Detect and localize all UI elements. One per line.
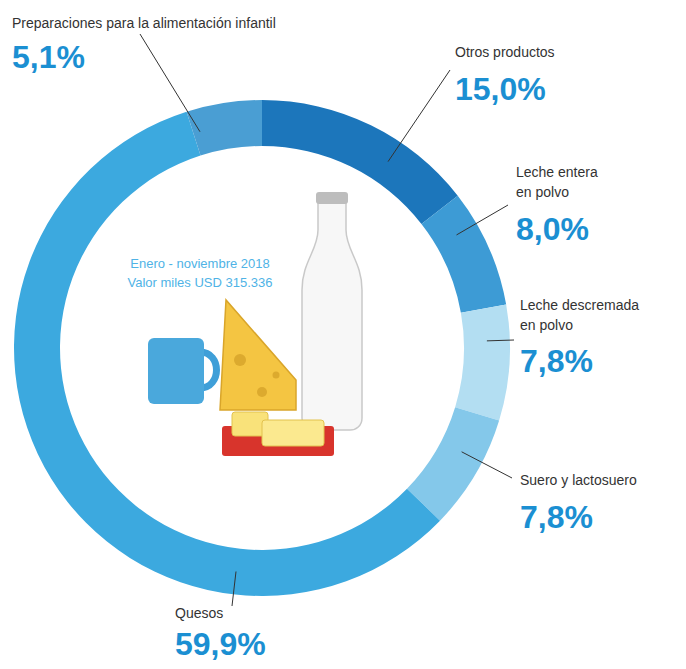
value-label: 15,0%: [455, 71, 546, 107]
illustration-shape: [316, 192, 348, 204]
value-label: 7,8%: [520, 343, 593, 379]
illustration-shape: [302, 200, 362, 430]
illustration-shape: [273, 372, 280, 379]
leader-line: [457, 205, 508, 235]
category-label: Otros productos: [455, 44, 555, 60]
leader-line: [462, 452, 512, 478]
value-label: 7,8%: [520, 499, 593, 535]
value-label: 59,9%: [175, 626, 266, 662]
category-label: Preparaciones para la alimentación infan…: [12, 15, 276, 31]
illustration: [148, 192, 362, 456]
annotation: Valor miles USD 315.336: [128, 275, 273, 290]
slice: [14, 112, 440, 596]
category-label: Leche enteraen polvo: [516, 164, 598, 200]
illustration-shape: [234, 354, 246, 366]
illustration-shape: [148, 338, 204, 404]
leader-line: [388, 70, 450, 162]
leader-line: [140, 34, 200, 132]
illustration-shape: [257, 387, 267, 397]
category-label: Quesos: [175, 605, 223, 621]
illustration-shape: [262, 420, 324, 446]
category-label: Suero y lactosuero: [520, 472, 637, 488]
annotation: Enero - noviembre 2018: [130, 256, 269, 271]
slice: [262, 100, 458, 224]
value-label: 5,1%: [12, 39, 85, 75]
illustration-shape: [220, 300, 296, 410]
slice: [455, 305, 510, 421]
chart: Enero - noviembre 2018 Valor miles USD 31…: [0, 0, 686, 669]
leader-line: [487, 340, 514, 342]
leader-line: [232, 571, 236, 606]
labels: Otros productos 15,0% Leche enteraen polvo…: [12, 15, 639, 662]
value-label: 8,0%: [516, 211, 589, 247]
ring: [14, 100, 510, 596]
category-label: Leche descremadaen polvo: [520, 297, 639, 333]
